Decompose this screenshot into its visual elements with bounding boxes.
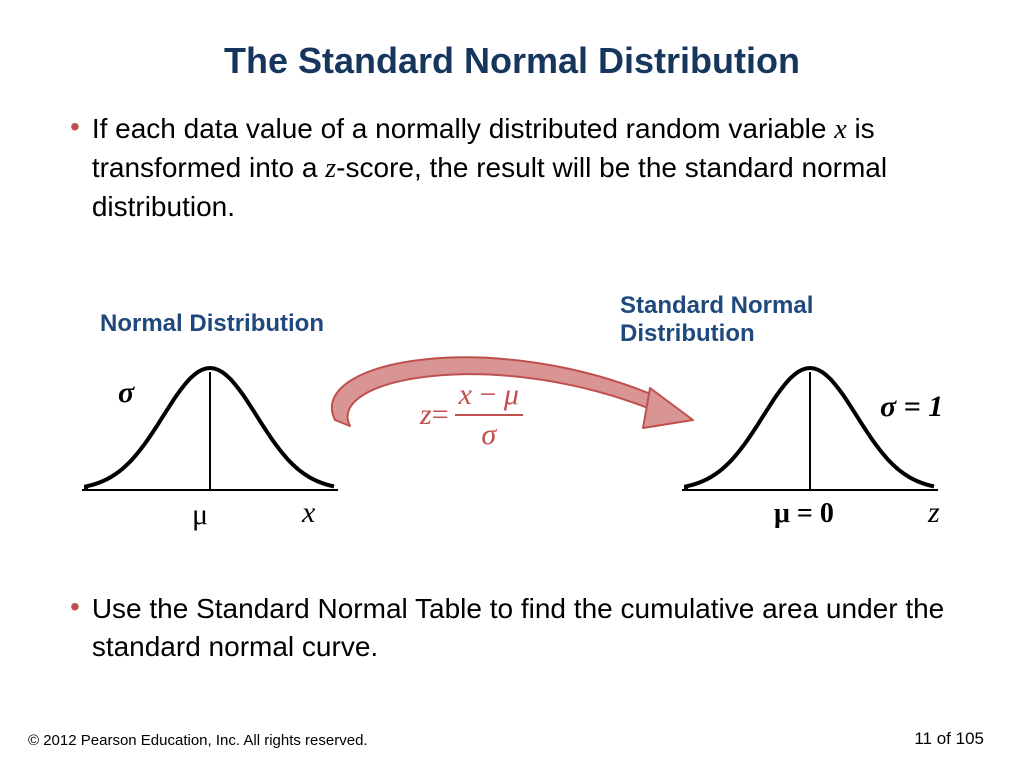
subtitle-right-l1: Standard Normal [620,292,813,319]
bullet-2: • Use the Standard Normal Table to find … [70,590,964,666]
formula-z: z [420,398,432,432]
formula-eq: = [432,398,449,432]
bullet-1-text: If each data value of a normally distrib… [92,110,964,225]
bullet-1-dot: • [70,110,80,144]
b1-z: z [325,153,336,184]
right-z-label: z [928,496,940,530]
right-curve-group: σ = 1 μ = 0 z [680,350,940,510]
formula-fraction: x − μ σ [455,378,523,452]
subtitle-left: Normal Distribution [100,310,324,338]
left-mu-label: μ [192,498,208,532]
right-bell-curve [680,350,940,510]
left-sigma-label: σ [118,376,134,410]
right-mu-label: μ = 0 [774,498,834,530]
right-sigma-label: σ = 1 [880,390,943,424]
left-x-label: x [302,496,315,530]
formula-num-x: x [459,378,472,411]
b1-pre: If each data value of a normally distrib… [92,113,834,144]
formula-num-minus: − [472,378,504,411]
formula-num-mu: μ [504,378,519,411]
b1-x: x [834,114,846,145]
page-number: 11 of 105 [914,729,984,749]
formula-denominator: σ [477,416,500,452]
bullet-2-dot: • [70,590,80,624]
bullet-1: • If each data value of a normally distr… [70,110,964,225]
bullet-2-text: Use the Standard Normal Table to find th… [92,590,964,666]
z-formula: z = x − μ σ [420,378,523,452]
copyright-text: © 2012 Pearson Education, Inc. All right… [28,732,368,749]
diagram-area: Normal Distribution Standard Normal Dist… [0,280,1024,570]
formula-numerator: x − μ [455,378,523,416]
slide-title: The Standard Normal Distribution [0,40,1024,82]
